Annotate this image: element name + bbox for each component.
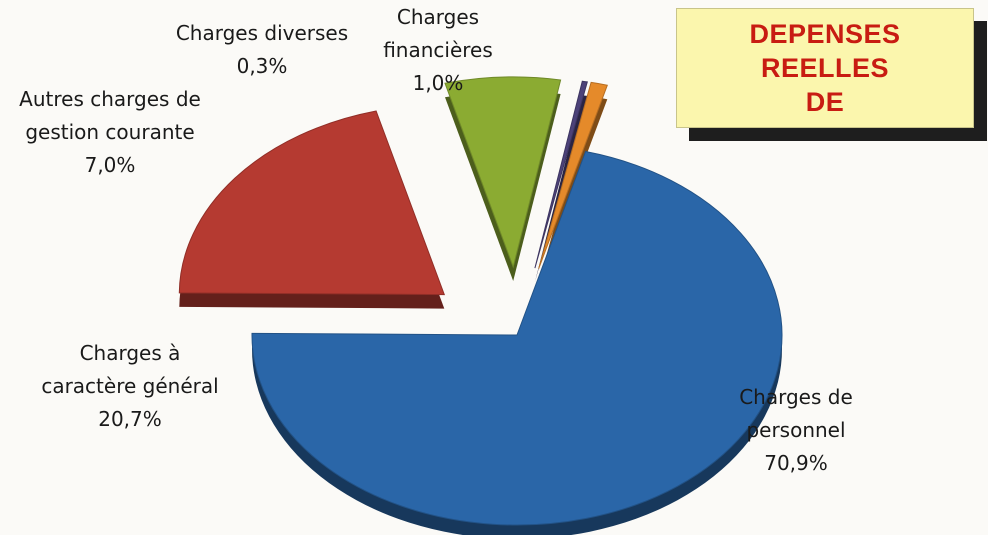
slice-label-2: Charges à caractère général 20,7% [41,341,218,431]
slice-value-label-3: 7,0% [85,153,136,177]
slice-category-label-3-1: Autres charges de [19,87,201,111]
pie-slice-3 [444,76,562,269]
slice-category-label-1-2: personnel [746,418,845,442]
slice-value-label-2: 20,7% [98,407,162,431]
slice-label-3: Autres charges de gestion courante 7,0% [19,87,201,177]
chart-title-line-2: REELLES [760,53,890,83]
slice-category-label-5-1: Charges [397,5,479,29]
pie-slice-2 [178,110,446,296]
chart-title-line-1: DEPENSES [749,19,901,49]
pie-slice-4 [534,80,588,269]
slice-category-label-4-1: Charges diverses [176,21,348,45]
slice-label-4: Charges diverses 0,3% [176,21,348,78]
chart-title-line-3: DE [805,87,845,117]
slice-label-1: Charges de personnel 70,9% [739,385,853,475]
pie-slice-5 [538,81,608,269]
slice-category-label-2-2: caractère général [41,374,218,398]
slice-category-label-3-2: gestion courante [25,120,194,144]
slice-category-label-1-1: Charges de [739,385,853,409]
slice-value-label-5: 1,0% [413,71,464,95]
chart-title-box: DEPENSES REELLES DE [676,8,974,128]
slice-category-label-2-1: Charges à [80,341,181,365]
slice-label-5: Charges financières 1,0% [383,5,493,95]
slice-value-label-4: 0,3% [237,54,288,78]
slice-value-label-1: 70,9% [764,451,828,475]
slice-category-label-5-2: financières [383,38,493,62]
pie-slice-1 [251,150,783,526]
